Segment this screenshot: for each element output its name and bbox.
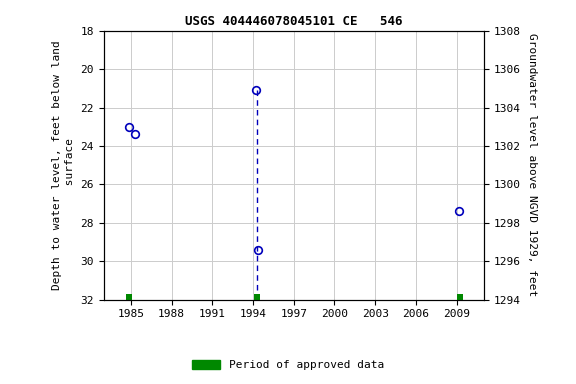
Bar — [254, 294, 260, 300]
Bar — [126, 294, 132, 300]
Y-axis label: Groundwater level above NGVD 1929, feet: Groundwater level above NGVD 1929, feet — [527, 33, 537, 297]
Y-axis label: Depth to water level, feet below land
 surface: Depth to water level, feet below land su… — [52, 40, 75, 290]
Bar — [457, 294, 463, 300]
Legend: Period of approved data: Period of approved data — [188, 355, 388, 375]
Title: USGS 404446078045101 CE   546: USGS 404446078045101 CE 546 — [185, 15, 403, 28]
